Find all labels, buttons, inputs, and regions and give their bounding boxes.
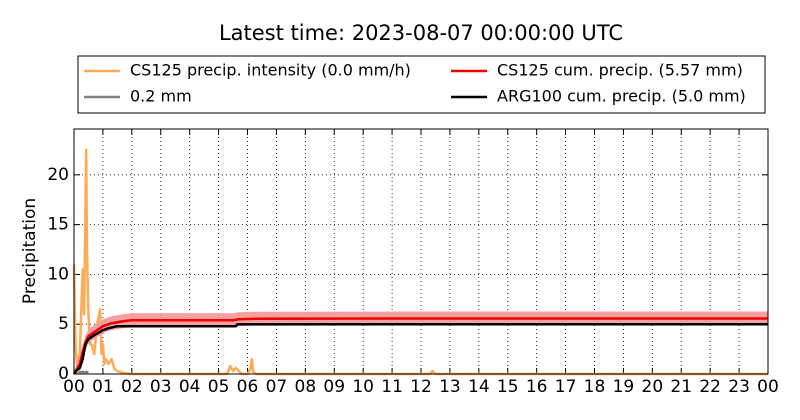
y-axis-label: Precipitation: [20, 198, 40, 304]
x-tick-label: 22: [699, 377, 721, 397]
y-tick-label: 0: [58, 364, 69, 384]
x-tick-label: 02: [121, 377, 143, 397]
x-tick-label: 14: [468, 377, 490, 397]
x-tick-label: 16: [526, 377, 548, 397]
x-tick-label: 00: [757, 377, 779, 397]
series-line: [72, 317, 768, 375]
legend-label: CS125 precip. intensity (0.0 mm/h): [130, 61, 411, 80]
x-tick-label: 05: [208, 377, 230, 397]
legend-label: ARG100 cum. precip. (5.0 mm): [497, 87, 746, 106]
y-tick-label: 10: [47, 264, 69, 284]
x-tick-label: 18: [584, 377, 606, 397]
series-line: [72, 322, 768, 375]
x-tick-label: 06: [237, 377, 259, 397]
x-tick-label: 00: [63, 377, 85, 397]
x-tick-label: 01: [92, 377, 114, 397]
x-tick-label: 12: [410, 377, 432, 397]
plot-frame: [73, 128, 769, 375]
x-tick-label: 20: [642, 377, 664, 397]
x-tick-label: 03: [150, 377, 172, 397]
legend-label: CS125 cum. precip. (5.57 mm): [497, 61, 743, 80]
x-tick-label: 23: [728, 377, 750, 397]
y-tick-label: 15: [47, 215, 69, 235]
x-tick-label: 10: [352, 377, 374, 397]
y-tick-label: 5: [58, 314, 69, 334]
legend-label: 0.2 mm: [130, 87, 192, 106]
legend: [77, 55, 766, 114]
x-tick-label: 11: [381, 377, 403, 397]
y-tick-label: 20: [47, 165, 69, 185]
x-tick-label: 15: [497, 377, 519, 397]
x-tick-label: 17: [555, 377, 577, 397]
x-tick-label: 07: [266, 377, 288, 397]
x-tick-label: 04: [179, 377, 201, 397]
chart-title: Latest time: 2023-08-07 00:00:00 UTC: [219, 21, 623, 45]
x-tick-label: 13: [439, 377, 461, 397]
x-tick-label: 19: [613, 377, 635, 397]
x-tick-label: 09: [323, 377, 345, 397]
x-tick-label: 21: [670, 377, 692, 397]
x-tick-label: 08: [295, 377, 317, 397]
series-line: [72, 148, 768, 376]
